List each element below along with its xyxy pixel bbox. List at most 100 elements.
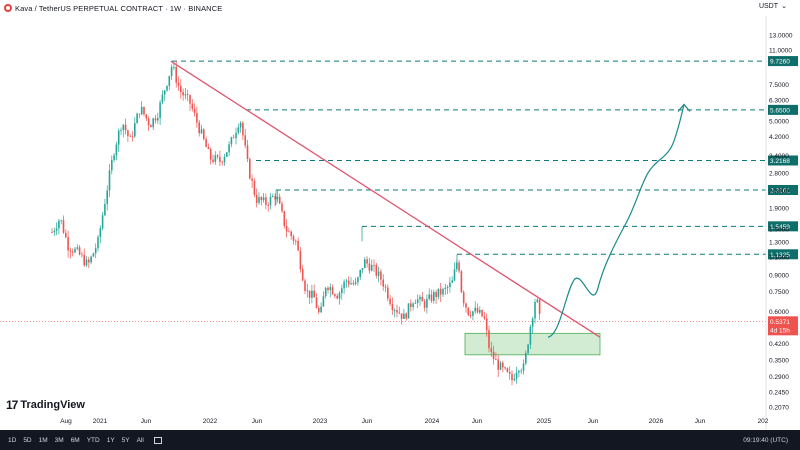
candle-body — [85, 259, 88, 266]
tradingview-logo[interactable]: 17 TradingView — [6, 398, 85, 412]
candle-body — [380, 271, 382, 280]
descending-trendline[interactable] — [170, 60, 601, 338]
candle-body — [207, 147, 210, 149]
candle-body — [492, 351, 495, 360]
candle-body — [124, 124, 127, 131]
timeframe-ytd[interactable]: YTD — [86, 436, 100, 444]
candle-body — [329, 287, 332, 291]
candle-body — [76, 247, 79, 249]
time-axis-tick: Jun — [362, 418, 373, 425]
candle-body — [58, 220, 60, 229]
candle-body — [318, 307, 320, 313]
candle-body — [108, 170, 111, 191]
timeframe-3m[interactable]: 3M — [54, 436, 64, 444]
candle-body — [143, 106, 145, 115]
candle-body — [354, 282, 357, 285]
candle-body — [299, 250, 302, 270]
candle-body — [488, 330, 490, 349]
candle-body — [410, 303, 412, 307]
level-badge-label: 5.6500 — [770, 107, 790, 114]
candle-body — [446, 287, 449, 288]
support-zone[interactable] — [464, 332, 601, 356]
candle-body — [182, 92, 184, 96]
level-badge — [768, 249, 798, 260]
candle-body — [242, 122, 244, 136]
candle-body — [419, 296, 421, 300]
candle-body — [150, 125, 152, 128]
time-axis-tick: Jun — [588, 418, 599, 425]
price-axis-tick: 0.7500 — [769, 289, 789, 296]
timeframe-all[interactable]: All — [136, 436, 144, 444]
candle-body — [400, 313, 403, 319]
candle-body — [472, 311, 474, 316]
candle-body — [511, 373, 513, 381]
timeframe-5y[interactable]: 5Y — [121, 436, 130, 444]
candle-body — [304, 280, 306, 291]
price-chart[interactable]: 9.7260 5.6500 3.2168 2.3161 1.5459 1.1325 0.53… — [0, 0, 800, 430]
candle-body — [403, 313, 405, 319]
candle-body — [518, 371, 520, 373]
timeframe-5d[interactable]: 5D — [23, 436, 32, 444]
candle-body — [122, 124, 125, 131]
candle-body — [258, 197, 260, 203]
candle-body — [81, 254, 83, 256]
candle-body — [320, 306, 322, 313]
candle-body — [311, 290, 313, 298]
candle-body — [437, 288, 440, 297]
candle-body — [364, 259, 366, 269]
candle-body — [490, 348, 493, 352]
timeframe-1d[interactable]: 1D — [8, 436, 17, 444]
candle-body — [246, 145, 249, 159]
candle-body — [267, 204, 269, 206]
chevron-down-icon[interactable]: ⌄ — [781, 3, 787, 10]
candle-body — [536, 299, 539, 303]
candle-body — [416, 299, 419, 303]
candle-body — [97, 237, 99, 249]
candle-body — [407, 303, 410, 319]
candle-body — [212, 159, 214, 162]
candle-body — [315, 297, 318, 308]
bottom-toolbar: 1D 5D 1M 3M 6M YTD 1Y 5Y All 09:19:40 (U… — [0, 430, 800, 450]
timeframe-1m[interactable]: 1M — [38, 436, 48, 444]
symbol-title[interactable]: Kava / TetherUS PERPETUAL CONTRACT · 1W … — [15, 3, 223, 13]
candle-body — [350, 283, 352, 285]
price-axis-tick: 0.2070 — [769, 405, 789, 412]
currency-unit[interactable]: USDT — [758, 3, 778, 10]
price-axis-tick: 1.1000 — [769, 254, 789, 261]
candle-body — [200, 129, 203, 134]
projection-path[interactable] — [547, 104, 685, 338]
price-axis-tick: 5.0000 — [769, 118, 789, 125]
candle-body — [78, 247, 81, 255]
candle-body — [140, 106, 143, 115]
price-axis-tick: 13.0000 — [769, 33, 793, 40]
candle-body — [163, 90, 166, 95]
candle-body — [423, 301, 426, 308]
candle-body — [131, 136, 134, 137]
candle-body — [485, 318, 488, 331]
price-axis-tick: 0.4200 — [769, 341, 789, 348]
candle-body — [154, 118, 157, 121]
price-axis-tick: 1.3000 — [769, 239, 789, 246]
price-axis-tick: 4.2000 — [769, 134, 789, 141]
candle-body — [106, 190, 108, 205]
current-price-badge — [768, 316, 798, 336]
candle-body — [99, 228, 102, 238]
candle-body — [334, 294, 336, 296]
price-axis-tick: 3.4000 — [769, 153, 789, 160]
utc-clock[interactable]: 09:19:40 (UTC) — [743, 436, 788, 444]
time-axis-tick: Jun — [472, 418, 483, 425]
candle-body — [74, 248, 76, 253]
logo-text: TradingView — [20, 399, 85, 411]
candle-body — [469, 314, 472, 316]
candle-body — [421, 296, 424, 302]
candle-body — [292, 236, 295, 241]
candle-body — [226, 152, 228, 157]
candle-body — [347, 280, 350, 285]
candle-body — [159, 102, 161, 119]
candle-body — [62, 220, 65, 233]
timeframe-1y[interactable]: 1Y — [106, 436, 115, 444]
candle-body — [301, 269, 304, 281]
calendar-icon[interactable] — [153, 436, 162, 444]
level-badge — [768, 56, 798, 67]
timeframe-6m[interactable]: 6M — [70, 436, 80, 444]
